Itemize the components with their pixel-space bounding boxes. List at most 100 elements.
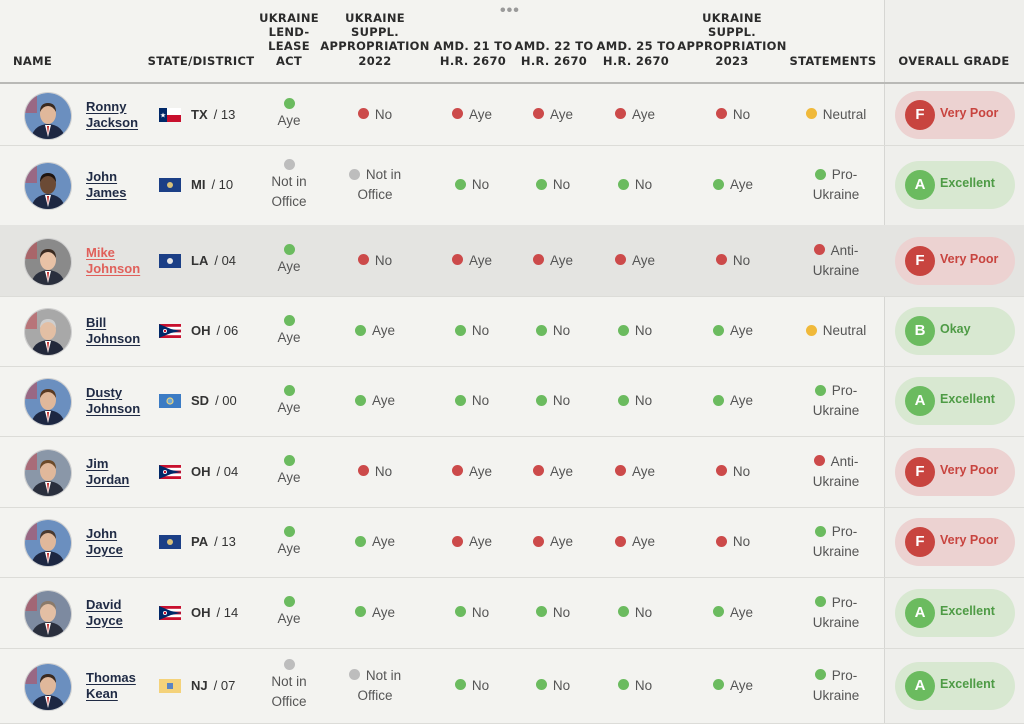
vote-label: Aye xyxy=(631,463,656,479)
column-header-statements: STATEMENTS xyxy=(789,53,877,68)
member-name-link[interactable]: Dusty Johnson xyxy=(86,385,141,416)
vote-dot xyxy=(283,158,295,170)
state-code: OH xyxy=(191,323,211,338)
vote-cell-0: Aye xyxy=(244,98,334,131)
state-code: LA xyxy=(191,252,209,268)
vote-dot xyxy=(454,606,466,618)
grade-pill[interactable]: A Excellent xyxy=(895,161,1015,209)
member-name-link[interactable]: Thomas Kean xyxy=(86,669,136,701)
vote-dot xyxy=(283,98,295,109)
vote-dot xyxy=(715,535,727,547)
vote-cell-5: No xyxy=(688,462,778,482)
statement-cell: Neutral xyxy=(791,105,881,125)
vote-dot xyxy=(535,394,547,406)
avatar-mike-johnson[interactable] xyxy=(24,237,72,286)
grade-pill[interactable]: A Excellent xyxy=(895,377,1015,425)
vote-dot xyxy=(712,606,724,618)
member-name-link[interactable]: Bill Johnson xyxy=(86,315,141,346)
avatar-thomas-kean[interactable] xyxy=(24,662,72,711)
member-name-link[interactable]: David Joyce xyxy=(86,596,123,628)
vote-label: Aye xyxy=(549,252,574,268)
vote-label: Aye xyxy=(277,329,301,345)
vote-label: No xyxy=(634,677,653,693)
vote-cell-0: Not in Office xyxy=(244,158,334,212)
vote-dot xyxy=(617,679,629,691)
column-header-state: STATE/DISTRICT xyxy=(147,53,255,68)
avatar-bill-johnson[interactable] xyxy=(24,308,72,356)
vote-label: No xyxy=(634,604,653,620)
vote-dot xyxy=(283,596,295,607)
grade-letter: A xyxy=(905,386,935,416)
member-name-link[interactable]: John James xyxy=(86,169,127,200)
column-header-supp22: UKRAINE SUPPL. APPROPRIATION 2022 xyxy=(320,10,430,68)
member-name-link[interactable]: Ronny Jackson xyxy=(86,98,139,130)
vote-cell-0: Aye xyxy=(244,244,334,277)
vote-label: Aye xyxy=(277,611,301,626)
avatar-david-joyce[interactable] xyxy=(24,589,72,638)
table-row[interactable]: Jim Jordan OH / 04 Aye No Aye Aye Aye No Anti- Uk… xyxy=(0,436,1024,508)
grade-pill[interactable]: A Excellent xyxy=(895,588,1015,637)
avatar-ronny-jackson[interactable] xyxy=(24,91,72,140)
avatar-dusty-johnson[interactable] xyxy=(24,378,72,426)
avatar-jim-jordan[interactable] xyxy=(24,448,72,497)
vote-cell-1: Not in Office xyxy=(330,165,420,205)
district-number: / 10 xyxy=(211,177,234,192)
vote-cell-5: Aye xyxy=(688,175,778,195)
grade-pill[interactable]: A Excellent xyxy=(895,661,1015,710)
state-district: OH / 06 xyxy=(191,323,238,338)
table-row[interactable]: Thomas Kean NJ / 07 Not in Office Not in Off… xyxy=(0,648,1024,724)
member-name-link[interactable]: Mike Johnson xyxy=(86,244,141,276)
statement-cell: Pro- Ukraine xyxy=(791,593,881,633)
table-row[interactable]: John Joyce PA / 13 Aye Aye Aye Aye Aye No Pro- Uk… xyxy=(0,507,1024,578)
state-district: NJ / 07 xyxy=(191,678,235,693)
table-row[interactable]: Mike Johnson LA / 04 Aye No Aye Aye Aye No Anti- … xyxy=(0,225,1024,297)
grade-pill[interactable]: F Very Poor xyxy=(895,90,1015,139)
grade-pill[interactable]: F Very Poor xyxy=(895,518,1015,566)
vote-dot xyxy=(348,168,360,180)
column-header-name: NAME xyxy=(13,53,53,68)
member-name-link[interactable]: Jim Jordan xyxy=(86,455,130,487)
vote-dot xyxy=(354,394,366,406)
vote-cell-1: Aye xyxy=(330,603,420,623)
statement-dot xyxy=(805,108,817,120)
member-name-link[interactable]: John Joyce xyxy=(86,526,123,557)
table-row[interactable]: Dusty Johnson SD / 00 Aye Aye No No No Aye Pro- U… xyxy=(0,366,1024,437)
vote-cell-1: No xyxy=(330,251,420,271)
vote-dot xyxy=(617,178,629,190)
vote-dot xyxy=(715,108,727,120)
column-header-supp23: UKRAINE SUPPL. APPROPRIATION 2023 xyxy=(677,10,787,68)
vote-cell-3: No xyxy=(508,175,598,195)
table-row[interactable]: Ronny Jackson ★ TX / 13 Aye No Aye Aye Aye No Neut… xyxy=(0,84,1024,146)
vote-cell-3: No xyxy=(508,321,598,341)
new-jersey-flag-icon xyxy=(159,678,181,693)
vote-dot xyxy=(614,465,626,477)
column-header-grade: OVERALL GRADE xyxy=(898,53,1010,68)
grade-pill[interactable]: F Very Poor xyxy=(895,447,1015,496)
grade-label: Excellent xyxy=(940,392,995,406)
vote-cell-2: No xyxy=(427,321,517,341)
state-code: PA xyxy=(191,534,209,549)
vote-cell-0: Aye xyxy=(244,525,334,559)
pennsylvania-flag-icon xyxy=(159,535,181,549)
table-row[interactable]: Bill Johnson OH / 06 Aye Aye No No No Aye Neutral… xyxy=(0,296,1024,367)
grade-pill[interactable]: B Okay xyxy=(895,307,1015,355)
grade-pill[interactable]: F Very Poor xyxy=(895,236,1015,285)
state-district: MI / 10 xyxy=(191,177,233,192)
column-header-lend: UKRAINE LEND- LEASE ACT xyxy=(259,10,319,68)
grade-letter: A xyxy=(905,170,935,200)
avatar-john-joyce[interactable] xyxy=(24,519,72,567)
statement-label: Anti- Ukraine xyxy=(812,242,860,278)
vote-dot xyxy=(715,465,727,477)
vote-cell-5: No xyxy=(688,251,778,271)
table-row[interactable]: John James MI / 10 Not in Office Not in Offi… xyxy=(0,145,1024,226)
avatar-john-james[interactable] xyxy=(24,162,72,210)
statement-label: Pro- Ukraine xyxy=(812,594,860,630)
district-number: / 04 xyxy=(214,252,237,268)
district-number: / 13 xyxy=(213,106,236,122)
table-row[interactable]: David Joyce OH / 14 Aye Aye No No No Aye Pro- Ukr… xyxy=(0,577,1024,649)
vote-dot xyxy=(454,394,466,406)
more-horizontal-icon[interactable]: ••• xyxy=(500,2,520,19)
state-district: SD / 00 xyxy=(191,393,237,408)
vote-dot xyxy=(617,324,629,336)
vote-cell-2: No xyxy=(427,391,517,411)
